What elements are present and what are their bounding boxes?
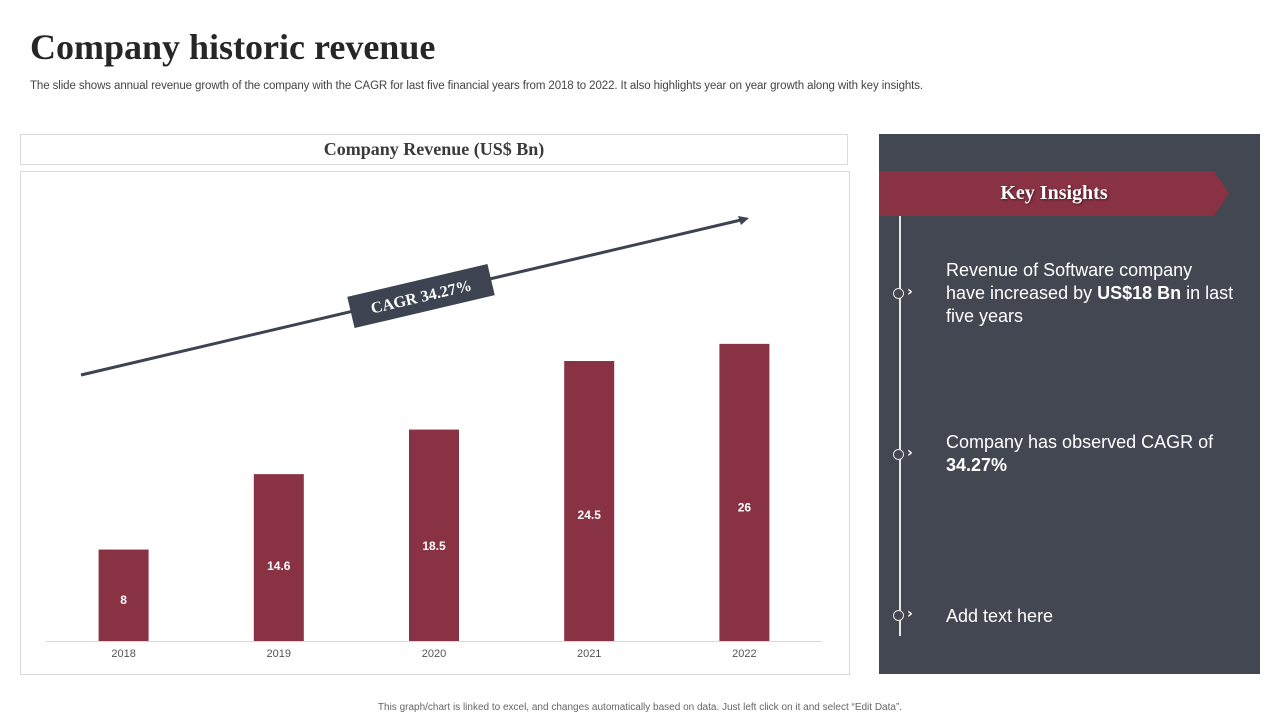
insight-text-1[interactable]: Revenue of Software company have increas… xyxy=(946,259,1236,328)
key-insights-panel: Key Insights › Revenue of Software compa… xyxy=(879,134,1260,674)
bar-2021 xyxy=(564,361,615,641)
tick-label-2020: 2020 xyxy=(422,648,446,660)
tick-label-2019: 2019 xyxy=(267,648,291,660)
chevron-right-icon: › xyxy=(907,284,913,300)
cagr-label-box xyxy=(347,263,495,329)
data-label-2020: 18.5 xyxy=(422,539,446,553)
insight-text-2[interactable]: Company has observed CAGR of 34.27% xyxy=(946,431,1236,477)
circle-icon xyxy=(893,610,904,621)
key-insights-banner: Key Insights xyxy=(879,171,1229,216)
timeline-line xyxy=(899,216,901,636)
bar-2018 xyxy=(98,549,149,641)
insight-1-text: Revenue of Software company have increas… xyxy=(946,260,1193,303)
insight-marker-3: › xyxy=(893,606,921,623)
data-label-2019: 14.6 xyxy=(267,559,291,573)
chart-title: Company Revenue (US$ Bn) xyxy=(323,139,545,159)
footnote: This graph/chart is linked to excel, and… xyxy=(377,702,903,713)
tick-label-2018: 2018 xyxy=(111,648,135,660)
insight-1-text-end: in last five years xyxy=(946,283,1234,326)
chart-area[interactable]: 8 2018 14.6 2019 18.5 2020 24.5 2021 26 2022 CAGR … xyxy=(20,171,850,675)
chevron-right-icon: › xyxy=(907,606,913,622)
tick-label-2022: 2022 xyxy=(732,648,756,660)
arrow-head-icon xyxy=(738,216,749,225)
bar-2022 xyxy=(719,343,770,641)
revenue-chart[interactable]: 8 2018 14.6 2019 18.5 2020 24.5 2021 26 2022 CAGR … xyxy=(21,172,851,676)
insight-1-highlight: US$18 Bn xyxy=(1097,283,1182,303)
circle-icon xyxy=(893,449,904,460)
bar-2019 xyxy=(253,474,304,641)
insight-text-3[interactable]: Add text here xyxy=(946,605,1236,628)
chart-title-box: Company Revenue (US$ Bn) xyxy=(20,134,848,165)
circle-icon xyxy=(893,288,904,299)
cagr-label: CAGR 34.27% xyxy=(347,263,495,329)
tick-label-2021: 2021 xyxy=(577,648,601,660)
chevron-right-icon: › xyxy=(907,445,913,461)
insight-2-highlight: 34.27% xyxy=(946,455,1008,475)
insight-marker-1: › xyxy=(893,284,921,301)
key-insights-title: Key Insights xyxy=(1000,182,1108,204)
insight-marker-2: › xyxy=(893,445,921,462)
page-subtitle: The slide shows annual revenue growth of… xyxy=(30,80,923,92)
page-title: Company historic revenue xyxy=(30,27,436,67)
bar-2020 xyxy=(409,429,459,641)
insight-3-text: Add text here xyxy=(946,606,1054,626)
data-label-2021: 24.5 xyxy=(578,508,602,522)
data-label-2018: 8 xyxy=(120,593,127,607)
data-label-2022: 26 xyxy=(738,500,752,514)
insight-2-text: Company has observed CAGR of xyxy=(946,432,1214,452)
